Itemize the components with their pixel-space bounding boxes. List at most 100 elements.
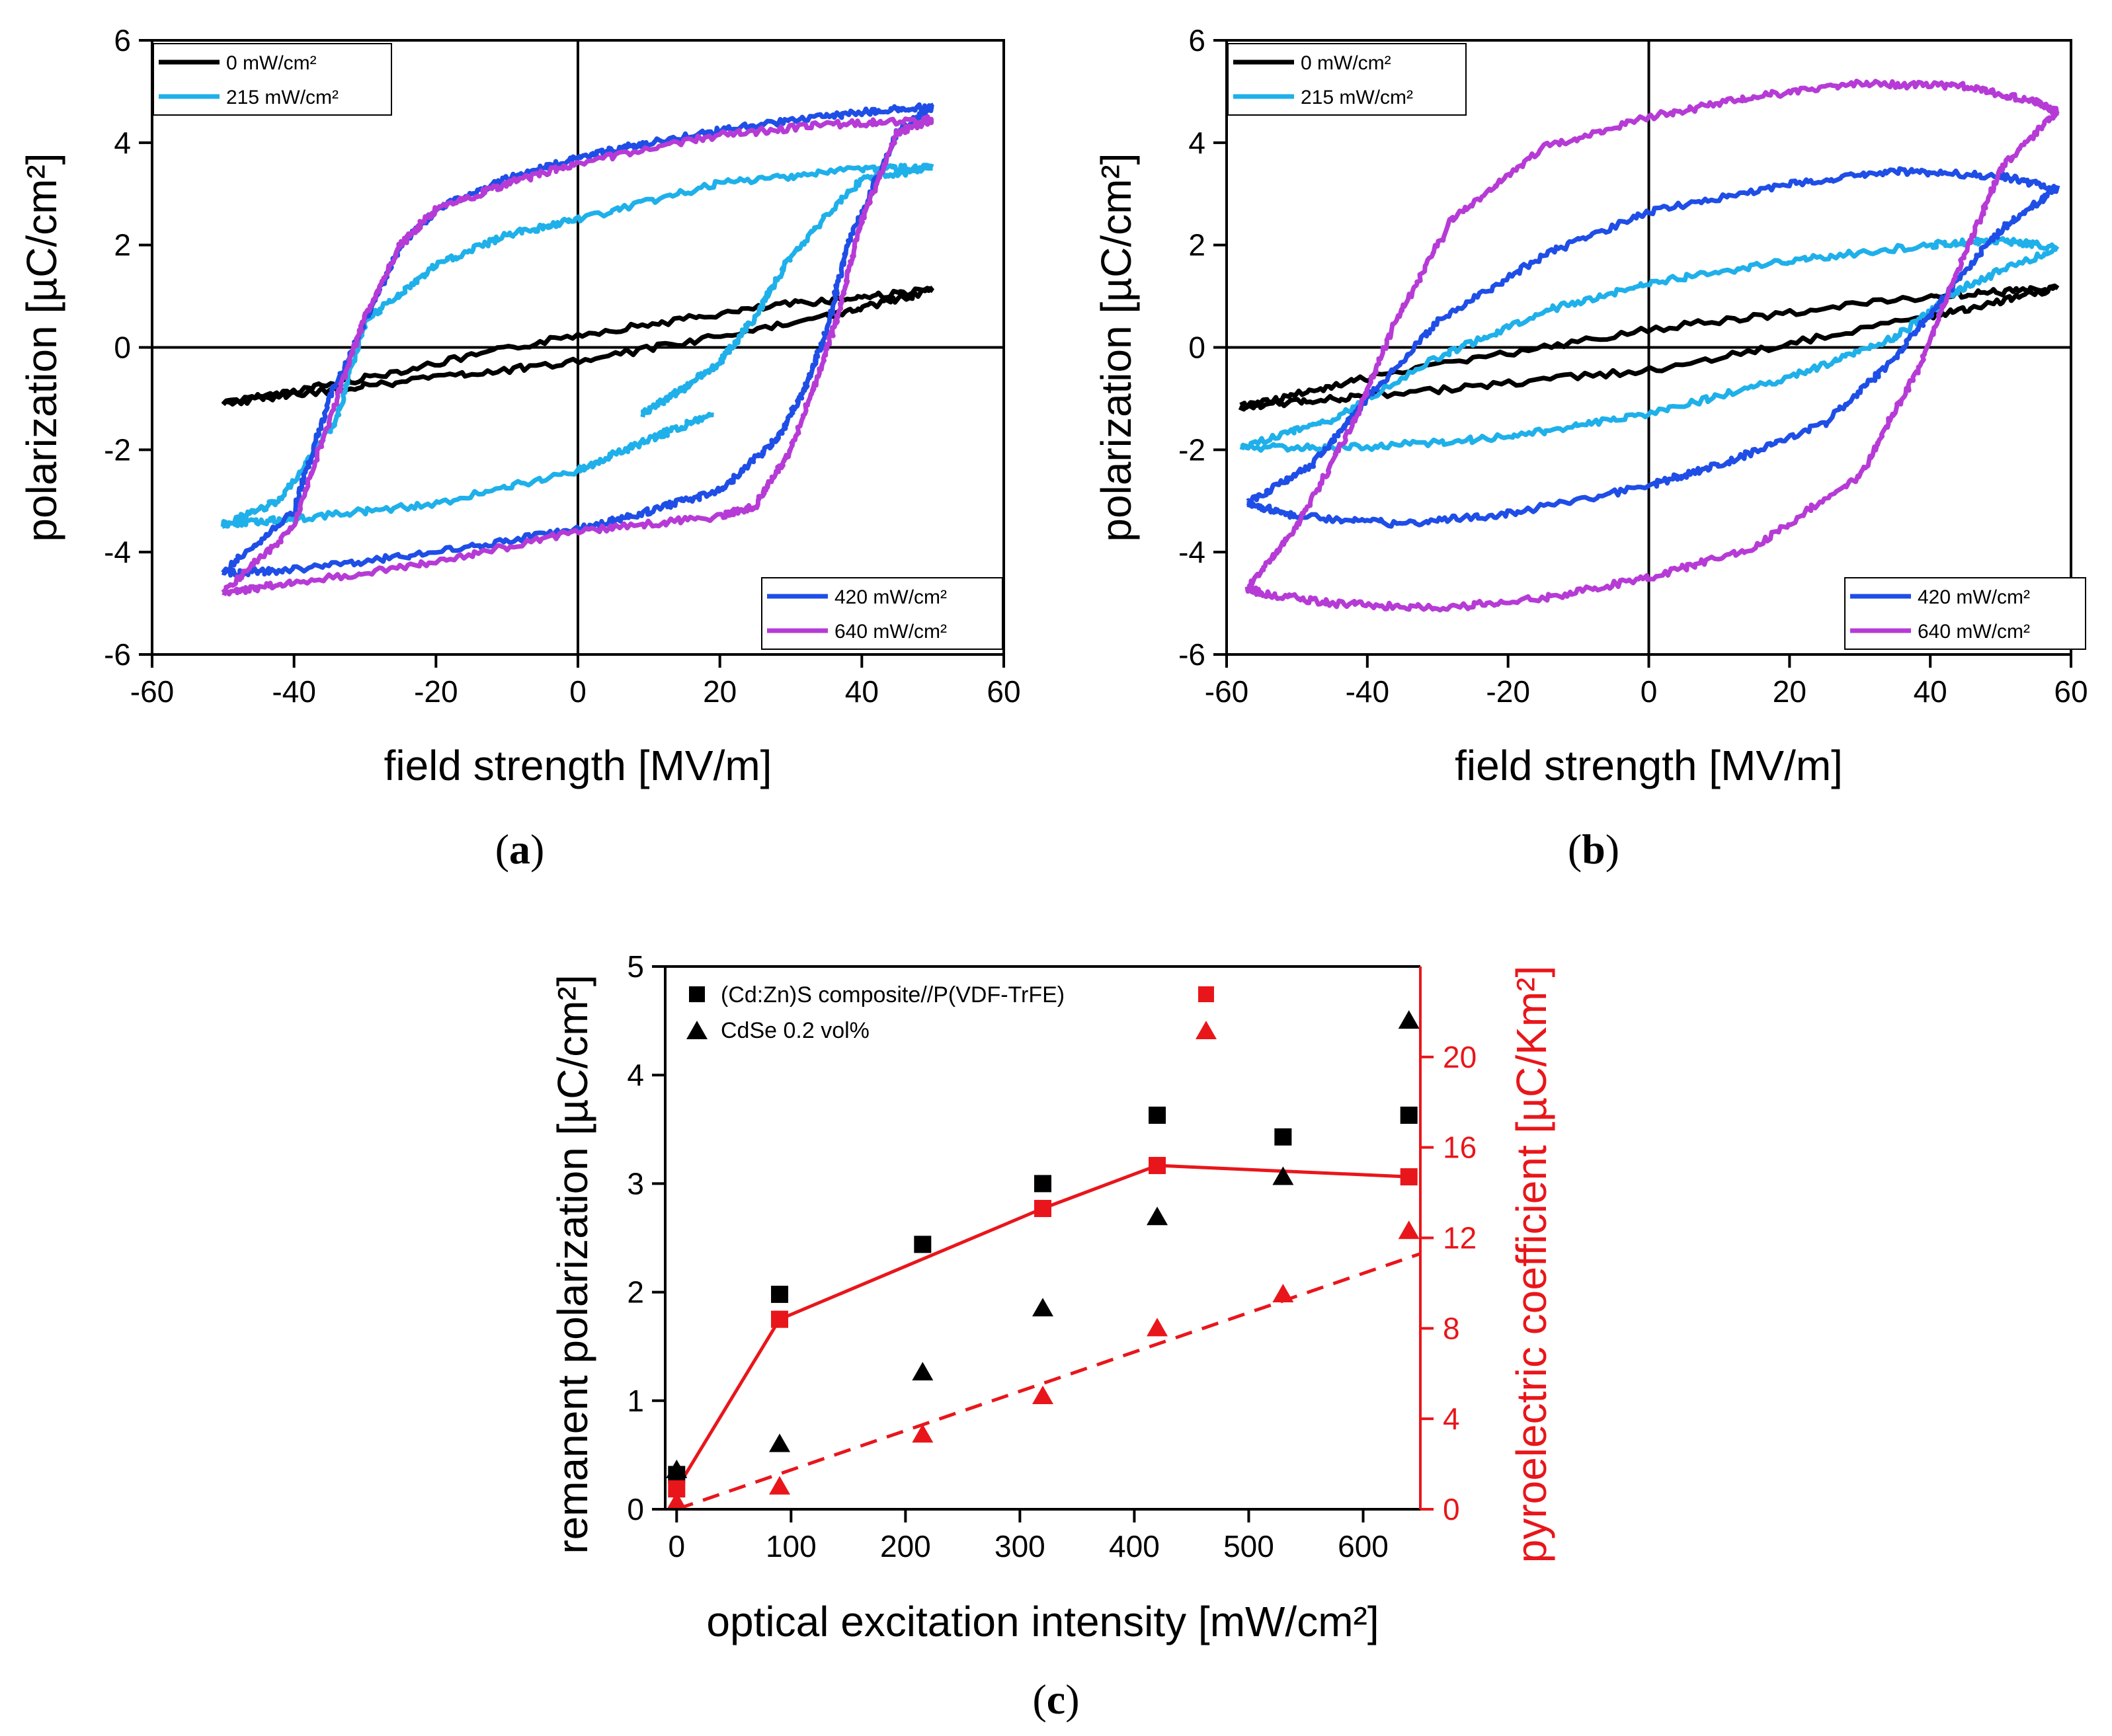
data-point-triangle bbox=[1272, 1284, 1294, 1303]
hysteresis-curve-420-upper bbox=[221, 102, 935, 574]
panel-label-paren: ( bbox=[495, 826, 509, 873]
data-point-triangle bbox=[1032, 1385, 1053, 1404]
y2-tick-label: 12 bbox=[1443, 1221, 1477, 1255]
y2-tick-label: 20 bbox=[1443, 1040, 1477, 1074]
panel-label-paren: ) bbox=[1605, 826, 1619, 873]
legend-marker-square-red bbox=[1198, 986, 1214, 1002]
data-point-square bbox=[771, 1285, 789, 1303]
x-tick-label: 500 bbox=[1223, 1529, 1274, 1563]
legend-label: 215 mW/cm² bbox=[1301, 87, 1413, 108]
panel-label-letter: c bbox=[1047, 1676, 1065, 1723]
data-point-triangle bbox=[1032, 1298, 1053, 1317]
hysteresis-curve-215-upper bbox=[220, 163, 934, 528]
data-point-square bbox=[1149, 1106, 1166, 1124]
hysteresis-curve-640-upper bbox=[1246, 79, 2059, 590]
x-tick-label: 300 bbox=[995, 1529, 1045, 1563]
y-axis-title: polarization [µC/cm²] bbox=[1092, 153, 1140, 541]
x-tick-label: -20 bbox=[414, 674, 458, 709]
hysteresis-curve-0-lower bbox=[221, 286, 934, 407]
y-tick-label: 4 bbox=[627, 1058, 644, 1092]
legend-box bbox=[1227, 43, 1467, 116]
x-tick-label: 600 bbox=[1338, 1529, 1389, 1563]
data-point-triangle bbox=[1398, 1010, 1420, 1029]
y-tick-label: -4 bbox=[104, 535, 131, 569]
panel-label-paren: ( bbox=[1032, 1676, 1046, 1723]
data-point-triangle bbox=[666, 1491, 688, 1511]
hysteresis-curve-420-lower bbox=[221, 103, 935, 578]
data-point-triangle bbox=[769, 1476, 791, 1495]
y-tick-label: 5 bbox=[627, 949, 644, 984]
y-tick-label: 0 bbox=[627, 1492, 644, 1526]
y-tick-label: 0 bbox=[1188, 331, 1205, 365]
legend-box bbox=[1844, 577, 2086, 650]
x-tick-label: -60 bbox=[1205, 674, 1248, 709]
legend-label: 0 mW/cm² bbox=[1301, 52, 1391, 74]
y2-tick-label: 0 bbox=[1443, 1492, 1460, 1526]
x-tick-label: 20 bbox=[703, 674, 737, 709]
y-axis-title: remanent polarization [µC/cm²] bbox=[549, 974, 596, 1554]
chart-panel-c: 0 100 200 300 400 500 600012345048121620optica… bbox=[549, 949, 1555, 1723]
y-tick-label: 6 bbox=[114, 23, 131, 58]
y-tick-label: 4 bbox=[114, 126, 131, 160]
y2-tick-label: 16 bbox=[1443, 1130, 1477, 1165]
legend-label: 640 mW/cm² bbox=[834, 621, 947, 643]
panel-label-paren: ) bbox=[1065, 1676, 1079, 1723]
x-tick-label: 60 bbox=[987, 674, 1020, 709]
panel-label: (b) bbox=[1568, 826, 1619, 873]
data-point-triangle bbox=[1147, 1206, 1168, 1226]
hysteresis-curve-0-upper bbox=[221, 286, 935, 407]
y-tick-label: 2 bbox=[627, 1275, 644, 1310]
hysteresis-curve-640-lower bbox=[222, 116, 934, 597]
legend-label: 215 mW/cm² bbox=[226, 87, 339, 108]
x-axis-title: optical excitation intensity [mW/cm²] bbox=[706, 1598, 1379, 1645]
x-tick-label: 40 bbox=[1914, 674, 1947, 709]
data-point-square bbox=[1034, 1200, 1051, 1218]
x-tick-label: -20 bbox=[1486, 674, 1529, 709]
y2-tick-label: 8 bbox=[1443, 1311, 1460, 1345]
y-tick-label: -6 bbox=[104, 637, 131, 672]
data-point-square bbox=[914, 1236, 932, 1253]
y-tick-label: -2 bbox=[104, 432, 131, 467]
x-axis-title: field strength [MV/m] bbox=[1455, 742, 1843, 789]
x-tick-label: 400 bbox=[1109, 1529, 1160, 1563]
hysteresis-curve-215-lower bbox=[1240, 245, 2057, 453]
hysteresis-curve-420-upper bbox=[1246, 166, 2060, 507]
data-point-triangle bbox=[769, 1433, 791, 1452]
y2-axis-title: pyroelectric coefficient [µC/Km²] bbox=[1508, 966, 1555, 1563]
hysteresis-curve-215-lower bbox=[640, 163, 933, 418]
data-point-triangle bbox=[912, 1362, 934, 1381]
hysteresis-curve-640-upper bbox=[221, 114, 934, 594]
y-tick-label: 1 bbox=[627, 1384, 644, 1418]
x-tick-label: 40 bbox=[845, 674, 879, 709]
legend-box bbox=[761, 577, 1003, 650]
panel-label-paren: ( bbox=[1568, 826, 1582, 873]
series-line-3 bbox=[676, 1252, 1421, 1511]
y-tick-label: 2 bbox=[1188, 228, 1205, 262]
data-point-triangle bbox=[1398, 1220, 1420, 1240]
hysteresis-curve-640-lower bbox=[1244, 109, 2060, 613]
y-tick-label: 6 bbox=[1188, 23, 1205, 58]
data-point-square bbox=[1034, 1175, 1051, 1193]
data-point-square bbox=[771, 1310, 789, 1328]
legend-label: (Cd:Zn)S composite//P(VDF-TrFE) bbox=[721, 982, 1065, 1007]
legend-marker-triangle-black bbox=[686, 1021, 708, 1039]
x-tick-label: 0 bbox=[569, 674, 587, 709]
panel-label-paren: ) bbox=[530, 826, 544, 873]
data-point-triangle bbox=[912, 1424, 934, 1443]
panel-label-letter: b bbox=[1582, 826, 1605, 873]
y-tick-label: 3 bbox=[627, 1166, 644, 1201]
y2-tick-label: 4 bbox=[1443, 1401, 1460, 1436]
data-point-triangle bbox=[666, 1459, 688, 1478]
y-tick-label: 4 bbox=[1188, 126, 1205, 160]
panel-label: (a) bbox=[495, 826, 545, 873]
legend-label: 420 mW/cm² bbox=[1918, 586, 2030, 608]
y-tick-label: -2 bbox=[1178, 432, 1205, 467]
x-tick-label: -40 bbox=[272, 674, 315, 709]
data-point-square bbox=[1274, 1128, 1292, 1146]
y-tick-label: 2 bbox=[114, 228, 131, 262]
hysteresis-curve-420-lower bbox=[1246, 185, 2058, 529]
x-tick-label: -40 bbox=[1346, 674, 1389, 709]
hysteresis-curve-0-lower bbox=[1238, 284, 2059, 412]
